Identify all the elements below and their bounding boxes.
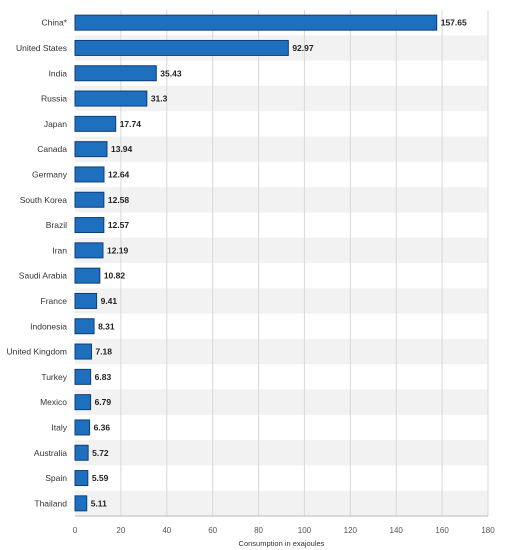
category-label: Spain [45, 473, 67, 483]
value-label: 7.18 [95, 347, 112, 357]
bars [74, 14, 438, 512]
category-label: Indonesia [30, 321, 67, 331]
row-band [75, 237, 488, 263]
bar [74, 191, 105, 208]
bar [74, 217, 105, 234]
x-tick-label: 80 [254, 526, 263, 535]
category-label: France [41, 296, 68, 306]
x-tick-label: 140 [390, 526, 404, 535]
value-label: 35.43 [160, 68, 182, 78]
value-label: 8.31 [98, 321, 115, 331]
value-label: 31.3 [151, 94, 168, 104]
value-label: 12.57 [108, 220, 130, 230]
bar [74, 166, 105, 183]
row-band [75, 389, 488, 415]
bar [74, 90, 148, 107]
x-tick-label: 120 [344, 526, 358, 535]
category-label: Russia [41, 94, 67, 104]
bar [74, 267, 101, 284]
value-label: 6.83 [95, 372, 112, 382]
value-label: 12.64 [108, 169, 130, 179]
category-label: Australia [34, 448, 67, 458]
category-label: Mexico [40, 397, 67, 407]
bar [74, 242, 104, 259]
category-label: Turkey [41, 372, 67, 382]
x-tick-label: 0 [73, 526, 78, 535]
value-label: 5.72 [92, 448, 109, 458]
category-label: Saudi Arabia [19, 271, 67, 281]
value-label: 17.74 [120, 119, 142, 129]
category-label: China* [41, 18, 67, 28]
category-label: Brazil [46, 220, 67, 230]
value-label: 6.36 [94, 422, 111, 432]
value-label: 157.65 [441, 18, 467, 28]
row-band [75, 288, 488, 314]
value-label: 13.94 [111, 144, 133, 154]
bar [74, 343, 92, 360]
bar [74, 394, 92, 411]
bar [74, 39, 289, 56]
bar [74, 368, 92, 385]
x-tick-label: 40 [162, 526, 171, 535]
row-band [75, 187, 488, 213]
category-label: India [49, 68, 68, 78]
x-tick-label: 100 [298, 526, 312, 535]
bar [74, 419, 91, 436]
value-label: 92.97 [292, 43, 314, 53]
x-tick-label: 20 [116, 526, 125, 535]
category-label: Japan [44, 119, 67, 129]
bar [74, 115, 117, 132]
value-label: 5.59 [92, 473, 109, 483]
bar [74, 470, 89, 487]
bar [74, 65, 157, 82]
x-axis-title: Consumption in exajoules [239, 539, 325, 548]
category-label: Thailand [34, 498, 67, 508]
row-band [75, 136, 488, 162]
gridlines [120, 10, 489, 516]
value-label: 10.82 [104, 271, 126, 281]
x-tick-label: 60 [208, 526, 217, 535]
value-label: 5.11 [91, 498, 107, 508]
category-label: United Kingdom [7, 347, 67, 357]
row-band [75, 490, 488, 516]
bar [74, 318, 95, 335]
category-label: Iran [52, 245, 67, 255]
value-label: 12.19 [107, 245, 129, 255]
category-label: Italy [51, 422, 67, 432]
x-tick-labels: 0 20 40 60 80 100 120 140 160 180 [73, 526, 495, 535]
row-bands [75, 35, 488, 516]
bar [74, 141, 108, 158]
category-label: United States [16, 43, 67, 53]
bar [74, 14, 438, 31]
value-label: 12.58 [108, 195, 130, 205]
category-label: Canada [37, 144, 67, 154]
x-tick-label: 160 [435, 526, 449, 535]
value-labels: 157.65 92.97 35.43 31.3 17.74 13.94 12.64 12.58… [91, 18, 467, 509]
bar [74, 444, 89, 461]
bar [74, 495, 88, 512]
value-label: 6.79 [95, 397, 112, 407]
category-labels: China* United States India Russia Japan Canad… [7, 18, 68, 509]
category-label: South Korea [20, 195, 68, 205]
row-band [75, 338, 488, 365]
x-tick-label: 180 [481, 526, 495, 535]
value-label: 9.41 [101, 296, 118, 306]
row-band [75, 440, 488, 466]
category-label: Germany [32, 169, 68, 179]
bar [74, 292, 98, 309]
